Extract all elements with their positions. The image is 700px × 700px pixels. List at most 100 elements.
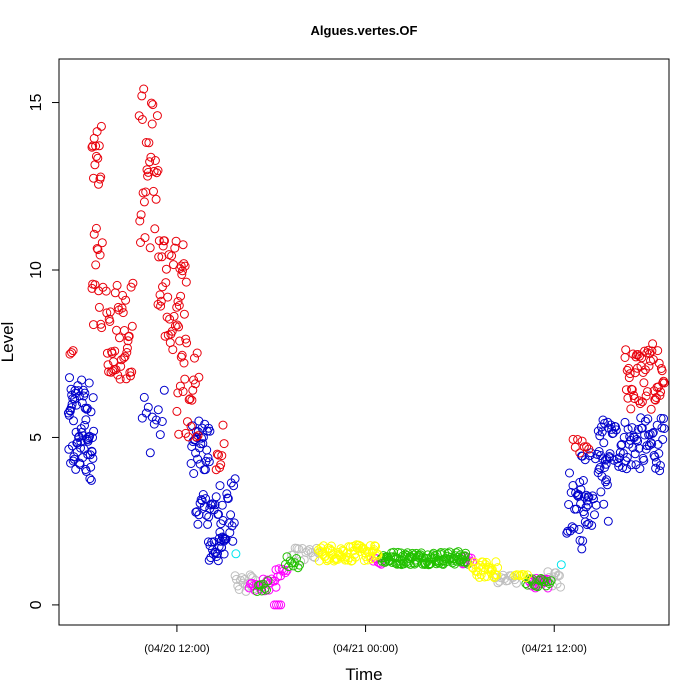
- data-point-red: [140, 233, 150, 243]
- data-point-red: [152, 111, 162, 121]
- data-point-blue: [155, 430, 165, 440]
- data-point-red: [185, 394, 195, 404]
- data-point-blue: [204, 457, 214, 467]
- y-axis-label: Level: [0, 322, 17, 363]
- data-point-blue: [584, 519, 594, 528]
- data-point-red: [143, 171, 153, 181]
- data-point-blue: [85, 474, 95, 484]
- data-point-blue: [648, 428, 658, 437]
- data-point-blue: [644, 440, 654, 450]
- data-point-red: [160, 236, 169, 246]
- data-point-red: [126, 371, 135, 381]
- data-point-blue: [578, 536, 588, 546]
- data-point-red: [103, 360, 113, 370]
- data-point-red: [158, 241, 168, 251]
- y-tick-label: 15: [28, 94, 45, 112]
- data-point-blue: [143, 402, 153, 412]
- data-point-green: [539, 577, 549, 587]
- data-point-red: [570, 442, 580, 452]
- data-point-blue: [73, 386, 83, 396]
- data-point-red: [91, 260, 101, 270]
- data-point-blue: [229, 518, 239, 528]
- data-point-blue: [225, 528, 235, 538]
- data-point-blue: [603, 516, 613, 526]
- data-point-magenta: [244, 583, 254, 593]
- data-point-red: [172, 302, 182, 312]
- data-point-red: [173, 297, 183, 306]
- data-point-blue: [636, 413, 646, 423]
- data-point-yellow: [515, 571, 525, 581]
- data-point-red: [643, 387, 652, 397]
- data-point-blue: [594, 447, 604, 456]
- data-point-blue: [590, 510, 599, 520]
- data-point-red: [105, 317, 115, 326]
- data-point-blue: [229, 481, 239, 491]
- data-point-blue: [564, 500, 574, 509]
- data-point-red: [152, 168, 162, 178]
- data-point-red: [161, 278, 171, 288]
- data-point-blue: [221, 534, 231, 544]
- data-point-red: [96, 172, 106, 182]
- data-point-red: [626, 404, 636, 414]
- data-point-blue: [606, 420, 616, 430]
- data-point-blue: [582, 520, 592, 530]
- data-point-red: [112, 280, 122, 290]
- data-point-red: [136, 210, 146, 220]
- data-point-blue: [86, 407, 96, 417]
- data-point-red: [584, 444, 594, 454]
- data-point-blue: [569, 523, 579, 533]
- data-point-blue: [78, 453, 88, 463]
- data-point-blue: [227, 521, 237, 531]
- data-point-red: [96, 121, 106, 131]
- data-point-blue: [214, 509, 223, 519]
- data-point-red: [110, 346, 120, 356]
- data-point-green: [462, 557, 472, 567]
- data-point-red: [621, 385, 631, 395]
- data-point-red: [118, 290, 128, 300]
- plot-frame: [58, 58, 670, 626]
- data-point-blue: [646, 438, 656, 448]
- data-point-red: [653, 346, 663, 356]
- data-point-blue: [653, 439, 663, 449]
- data-point-red: [110, 288, 120, 298]
- data-point-red: [178, 266, 187, 276]
- data-point-blue: [87, 447, 97, 457]
- data-point-red: [176, 352, 186, 362]
- data-point-red: [146, 152, 156, 162]
- data-point-red: [177, 270, 187, 279]
- data-point-blue: [643, 414, 653, 424]
- x-axis: (04/20 12:00) (04/21 00:00) (04/21 12:00): [144, 625, 587, 655]
- data-point-red: [218, 420, 228, 430]
- data-point-blue: [574, 525, 584, 534]
- data-point-yellow: [523, 570, 532, 580]
- data-point-red: [192, 348, 202, 358]
- data-point-blue: [649, 451, 659, 460]
- data-points: [63, 84, 669, 610]
- data-point-red: [105, 307, 115, 317]
- data-point-green: [399, 559, 409, 569]
- data-point-blue: [659, 414, 668, 424]
- data-point-red: [169, 311, 179, 321]
- data-point-blue: [633, 436, 643, 446]
- data-point-gray: [294, 544, 304, 554]
- data-point-magenta: [272, 600, 281, 610]
- y-tick-label: 5: [28, 433, 45, 442]
- data-point-blue: [608, 428, 618, 438]
- data-point-red: [139, 197, 149, 207]
- data-point-red: [137, 115, 147, 124]
- data-point-blue: [611, 425, 621, 435]
- data-point-blue: [70, 394, 80, 404]
- data-point-red: [93, 153, 103, 163]
- data-point-green: [461, 548, 471, 558]
- data-point-yellow: [355, 547, 365, 556]
- data-point-red: [119, 353, 129, 363]
- data-point-red: [635, 399, 645, 409]
- data-point-red: [91, 141, 101, 151]
- data-point-red: [647, 346, 657, 356]
- data-point-yellow: [373, 550, 383, 560]
- data-point-red: [93, 245, 103, 255]
- data-point-blue: [76, 443, 85, 453]
- data-point-green: [263, 576, 273, 586]
- data-point-blue: [86, 462, 96, 472]
- data-point-blue: [639, 455, 649, 465]
